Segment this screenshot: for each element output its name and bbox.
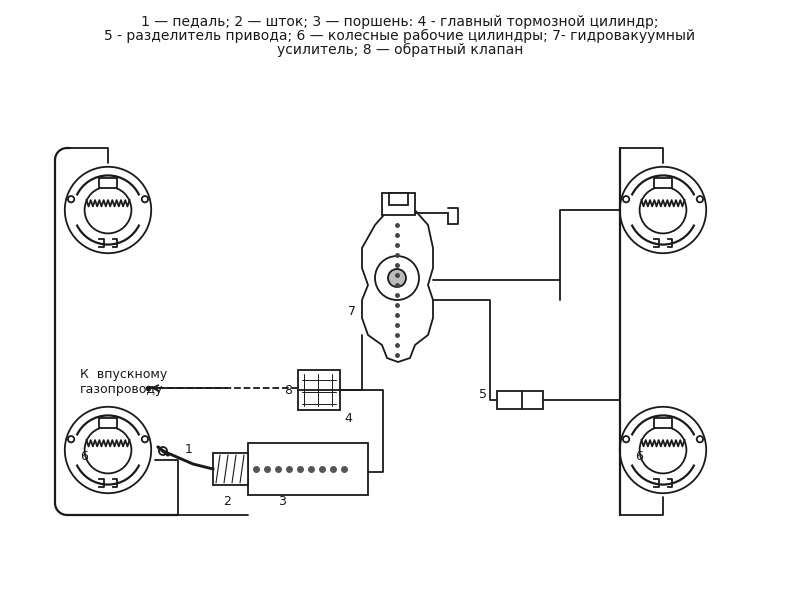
Text: 1: 1 — [185, 443, 193, 456]
Bar — [654, 178, 672, 188]
Bar — [389, 193, 408, 205]
Text: газопроводу: газопроводу — [80, 383, 163, 396]
Text: К  впускному: К впускному — [80, 368, 167, 381]
Text: 5: 5 — [479, 388, 487, 401]
Text: 4: 4 — [344, 412, 352, 425]
Text: 8: 8 — [284, 383, 292, 397]
Bar — [497, 391, 543, 409]
Text: 7: 7 — [348, 305, 356, 318]
Text: 6: 6 — [635, 450, 643, 463]
Circle shape — [388, 269, 406, 287]
Bar — [99, 178, 117, 188]
Text: 1 — педаль; 2 — шток; 3 — поршень: 4 - главный тормозной цилиндр;: 1 — педаль; 2 — шток; 3 — поршень: 4 - г… — [142, 15, 658, 29]
Bar — [654, 418, 672, 428]
Bar — [213, 453, 248, 485]
Bar — [99, 418, 117, 428]
Text: 3: 3 — [278, 495, 286, 508]
Text: 6: 6 — [80, 450, 88, 463]
Bar — [248, 443, 368, 495]
Bar — [382, 193, 415, 215]
Text: усилитель; 8 — обратный клапан: усилитель; 8 — обратный клапан — [277, 43, 523, 57]
Text: 2: 2 — [223, 495, 231, 508]
Bar — [298, 370, 340, 410]
Text: 5 - разделитель привода; 6 — колесные рабочие цилиндры; 7- гидровакуумный: 5 - разделитель привода; 6 — колесные ра… — [105, 29, 695, 43]
